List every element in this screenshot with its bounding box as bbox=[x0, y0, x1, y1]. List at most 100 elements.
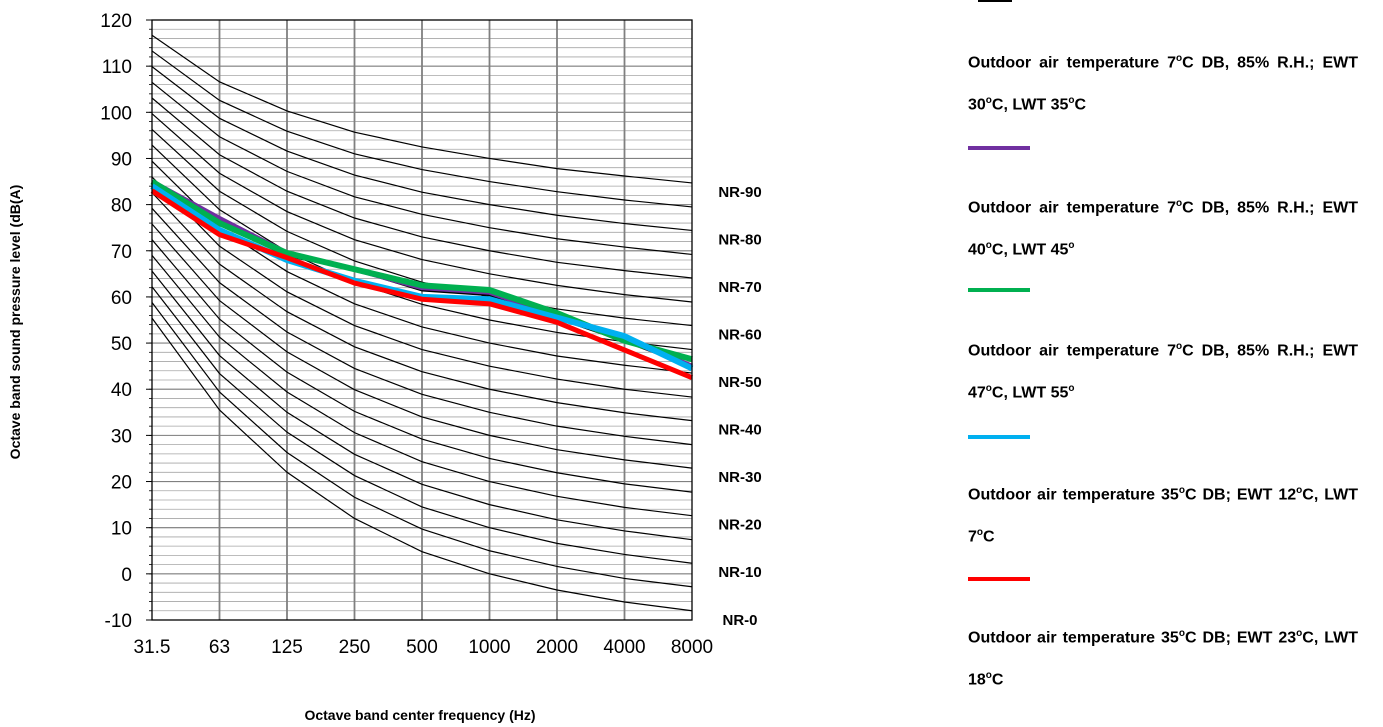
y-tick-label: 120 bbox=[100, 11, 132, 32]
degree-superscript: o bbox=[1068, 240, 1075, 252]
degree-superscript: o bbox=[1175, 53, 1183, 64]
nr-label: NR-70 bbox=[718, 279, 761, 296]
nr-curve-35 bbox=[151, 207, 693, 446]
nr-curve-10 bbox=[151, 286, 693, 564]
data-series bbox=[150, 178, 694, 381]
nr-curve-0 bbox=[151, 317, 693, 612]
legend-text-part: C bbox=[983, 528, 995, 546]
legend-swatch bbox=[968, 146, 1030, 150]
major-gridlines bbox=[146, 19, 692, 621]
nr-curve-45 bbox=[151, 176, 693, 398]
nr-label: NR-80 bbox=[718, 231, 761, 248]
legend-entry-text: Outdoor air temperature 35oC DB; EWT 23o… bbox=[968, 615, 1358, 700]
legend-text-part: C DB, 85% R.H.; EWT 47 bbox=[968, 342, 1358, 402]
y-tick-label: 90 bbox=[111, 149, 132, 170]
x-tick-label: 4000 bbox=[603, 637, 645, 658]
nr-curve-25 bbox=[151, 239, 693, 493]
nr-curve-60 bbox=[151, 128, 693, 327]
x-tick-label: 1000 bbox=[468, 637, 510, 658]
legend-text-part: Outdoor air temperature 7 bbox=[968, 342, 1176, 360]
legend-swatch bbox=[968, 577, 1030, 581]
degree-superscript: o bbox=[985, 383, 992, 395]
legend-swatch bbox=[968, 435, 1030, 439]
legend-text-part: C DB, 85% R.H.; EWT 40 bbox=[968, 199, 1358, 259]
data-series-line-5 bbox=[150, 188, 693, 381]
degree-superscript: o bbox=[1068, 383, 1075, 395]
legend-text-part: Outdoor air temperature 7 bbox=[968, 199, 1176, 217]
nr-curve-15 bbox=[151, 270, 693, 541]
nr-curve-65 bbox=[151, 113, 693, 303]
degree-superscript: o bbox=[1296, 628, 1303, 639]
nr-label: NR-60 bbox=[718, 327, 761, 344]
x-tick-label: 500 bbox=[406, 637, 438, 658]
plot-area-border bbox=[151, 19, 693, 621]
legend-entry-text: Outdoor air temperature 7oC DB, 85% R.H.… bbox=[968, 185, 1358, 270]
nr-label: NR-30 bbox=[718, 469, 761, 486]
nr-curve-20 bbox=[151, 255, 693, 517]
degree-superscript: o bbox=[1175, 198, 1183, 209]
nr-label: NR-0 bbox=[722, 612, 757, 629]
x-tick-labels: 31.5 63 125 250 500 1000 2000 4000 8000 bbox=[134, 637, 714, 658]
legend-swatch bbox=[978, 0, 1012, 2]
legend-text-part: C, LWT 7 bbox=[968, 486, 1358, 546]
legend-text-part: Outdoor air temperature 7 bbox=[968, 54, 1176, 72]
y-tick-label: 50 bbox=[111, 334, 132, 355]
y-tick-label: 100 bbox=[100, 103, 132, 124]
y-tick-label: 80 bbox=[111, 196, 132, 217]
y-tick-label: 70 bbox=[111, 242, 132, 263]
y-tick-label: 60 bbox=[111, 288, 132, 309]
nr-curve-70 bbox=[151, 97, 693, 279]
legend-text-part: C DB; EWT 12 bbox=[1184, 486, 1297, 504]
nr-label: NR-50 bbox=[718, 374, 761, 391]
nr-curve-80 bbox=[151, 66, 693, 232]
degree-superscript: o bbox=[985, 240, 992, 252]
legend-text-part: C bbox=[991, 671, 1004, 689]
nr-curve-90 bbox=[151, 34, 693, 184]
y-tick-label: 110 bbox=[102, 57, 132, 78]
degree-superscript: o bbox=[1068, 95, 1075, 107]
y-tick-label: 20 bbox=[111, 473, 132, 494]
y-tick-label: 0 bbox=[121, 565, 132, 586]
degree-superscript: o bbox=[1178, 485, 1185, 496]
nr-curve-5 bbox=[151, 302, 693, 588]
x-tick-label: 250 bbox=[339, 637, 371, 658]
legend-entry-text: Outdoor air temperature 7oC DB, 85% R.H.… bbox=[968, 328, 1358, 413]
degree-superscript: o bbox=[1175, 341, 1183, 352]
y-tick-label: -10 bbox=[105, 611, 132, 632]
nr-label: NR-40 bbox=[718, 422, 761, 439]
nr-label: NR-20 bbox=[718, 517, 761, 534]
nr-label: NR-10 bbox=[718, 564, 761, 581]
legend-text-part: C DB, 85% R.H.; EWT 30 bbox=[968, 54, 1358, 114]
legend-text-part: C, LWT 55 bbox=[991, 384, 1069, 402]
x-tick-label: 8000 bbox=[671, 637, 713, 658]
legend-text-part: C bbox=[1074, 96, 1087, 114]
legend-text-part: C, LWT 35 bbox=[991, 96, 1069, 114]
legend-text-part: C DB; EWT 23 bbox=[1184, 629, 1297, 647]
legend-swatch bbox=[968, 288, 1030, 292]
x-axis-title: Octave band center frequency (Hz) bbox=[304, 707, 535, 723]
legend-text-part: Outdoor air temperature 35 bbox=[968, 486, 1179, 504]
x-tick-label: 2000 bbox=[536, 637, 578, 658]
plot-frame bbox=[151, 19, 693, 621]
degree-superscript: o bbox=[985, 670, 992, 682]
y-tick-labels: -10 0 10 20 30 40 50 60 70 80 90 100 110 120 bbox=[100, 11, 132, 632]
degree-superscript: o bbox=[1178, 628, 1185, 639]
degree-superscript: o bbox=[985, 95, 992, 107]
nr-labels: NR-90 NR-80 NR-70 NR-60 NR-50 NR-40 NR-30 NR-20… bbox=[718, 184, 761, 629]
legend-text-part: C, LWT 45 bbox=[991, 241, 1069, 259]
nr-curve-85 bbox=[151, 50, 693, 208]
degree-superscript: o bbox=[976, 527, 984, 539]
x-tick-label: 125 bbox=[271, 637, 303, 658]
nr-curve-75 bbox=[151, 81, 693, 256]
degree-superscript: o bbox=[1296, 485, 1303, 496]
nr-label: NR-90 bbox=[718, 184, 761, 201]
legend-entry-text: Outdoor air temperature 7oC DB, 85% R.H.… bbox=[968, 40, 1358, 125]
y-tick-label: 30 bbox=[111, 426, 132, 447]
x-tick-label: 31.5 bbox=[134, 637, 171, 658]
legend-text-part: C, LWT 18 bbox=[968, 629, 1358, 689]
legend-text-part: Outdoor air temperature 35 bbox=[968, 629, 1179, 647]
x-tick-label: 63 bbox=[209, 637, 230, 658]
nr-curve-30 bbox=[151, 223, 693, 469]
y-tick-label: 10 bbox=[111, 519, 132, 540]
